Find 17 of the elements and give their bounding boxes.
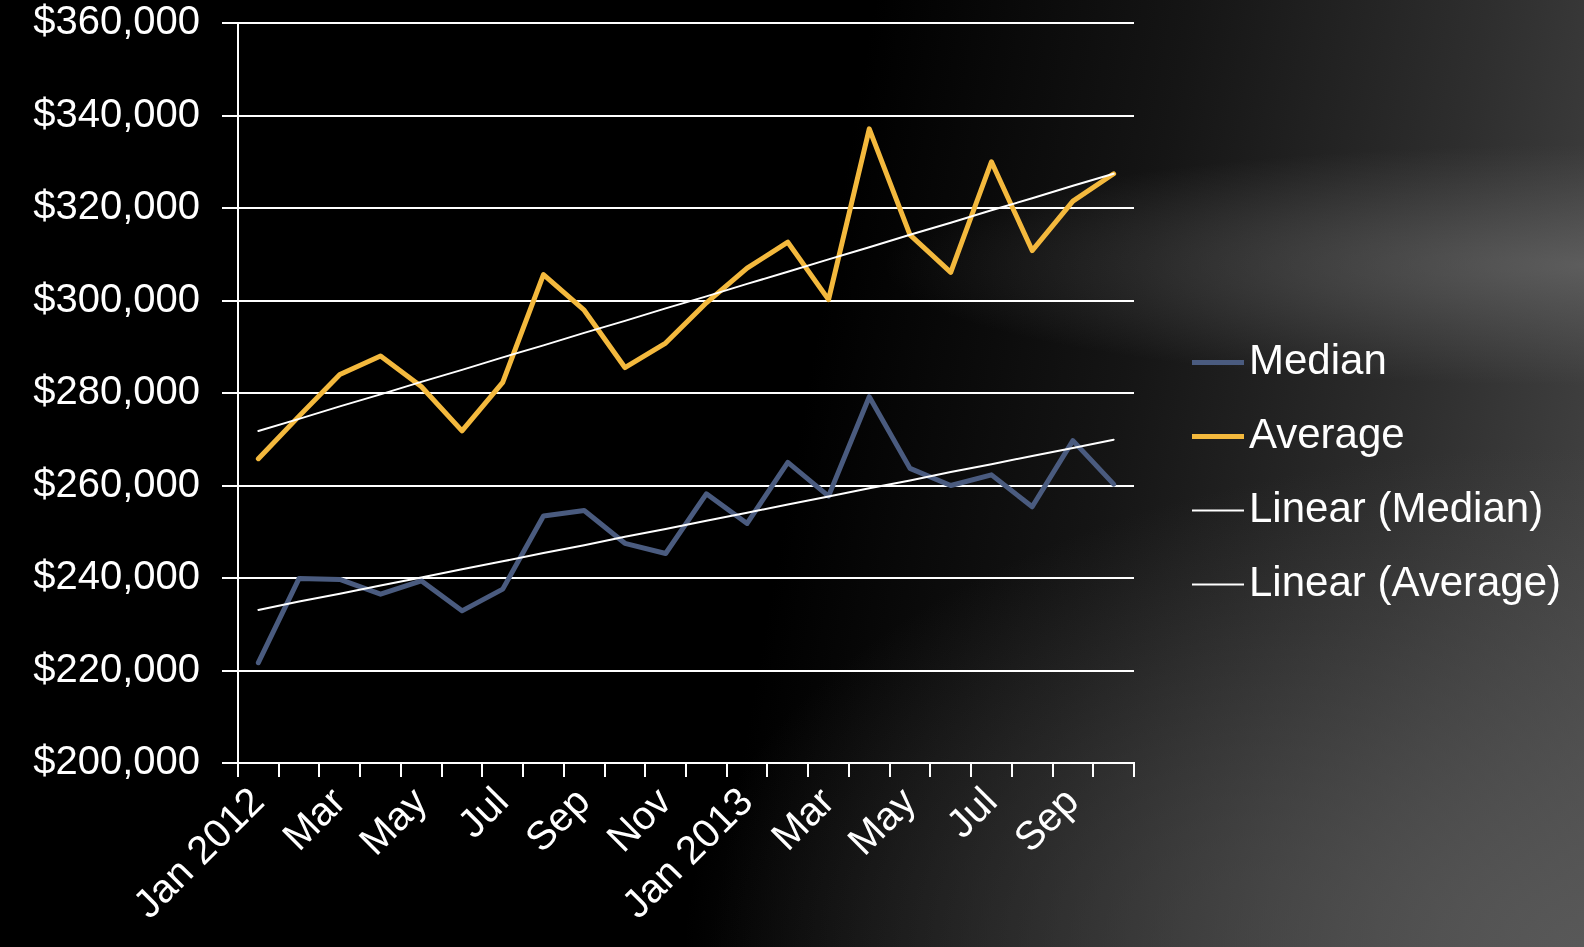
y-tick-label: $360,000 [33, 0, 200, 43]
x-tick-label: Sep [1004, 778, 1087, 860]
y-tick-label: $220,000 [33, 645, 200, 690]
y-tick-label: $300,000 [33, 275, 200, 320]
y-tick-label: $200,000 [33, 738, 200, 783]
x-tick-label: Sep [516, 778, 598, 860]
legend-label: Linear (Median) [1249, 484, 1544, 532]
y-tick-label: $280,000 [33, 368, 200, 413]
y-tick-label: $240,000 [33, 553, 200, 598]
y-tick-label: $260,000 [33, 460, 200, 505]
x-tick-label: Jul [937, 778, 1005, 846]
y-tick-label: $340,000 [33, 90, 200, 135]
legend-label: Linear (Average) [1249, 558, 1562, 606]
y-tick-label: $320,000 [33, 183, 200, 228]
x-tick-label: Jul [448, 778, 517, 846]
legend-label: Median [1249, 336, 1387, 384]
legend-label: Average [1249, 410, 1405, 458]
